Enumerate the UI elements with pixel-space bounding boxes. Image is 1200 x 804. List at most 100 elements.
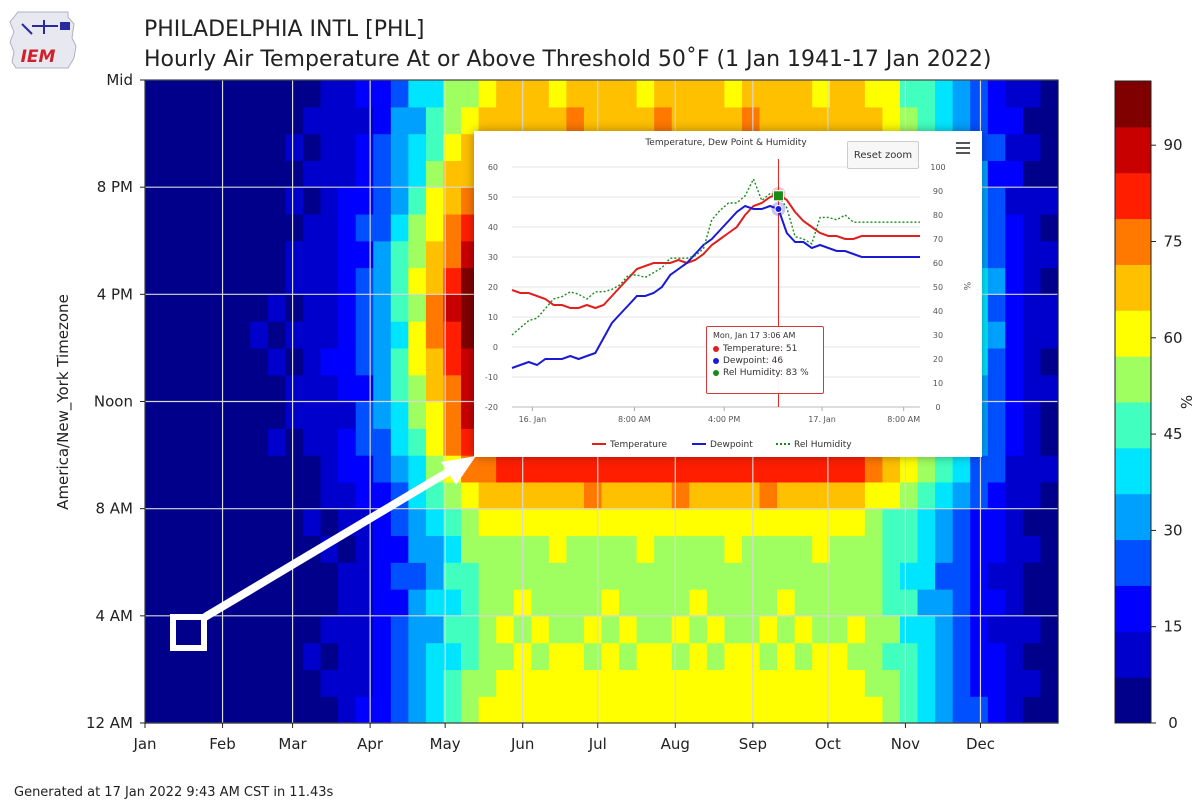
colorbar-segment <box>1115 631 1151 678</box>
heatmap-cell <box>689 535 708 563</box>
inset-series-temperature[interactable] <box>511 192 920 310</box>
colorbar-segment <box>1115 172 1151 220</box>
heatmap-cell <box>1022 374 1042 403</box>
heatmap-cell <box>215 669 234 697</box>
heatmap-cell <box>619 80 638 108</box>
heatmap-cell <box>882 481 901 510</box>
heatmap-cell <box>162 562 181 590</box>
heatmap-cell <box>706 589 726 617</box>
heatmap-cell <box>250 267 269 295</box>
heatmap-cell <box>899 481 919 510</box>
heatmap-cell <box>1022 187 1042 215</box>
heatmap-cell <box>1005 642 1024 671</box>
heatmap-cell <box>232 642 251 671</box>
heatmap-cell <box>162 347 181 376</box>
heatmap-cell <box>1022 106 1042 135</box>
heatmap-cell <box>899 669 919 697</box>
heatmap-cell <box>952 106 971 135</box>
heatmap-cell <box>548 508 567 537</box>
inset-line-chart: Temperature, Dew Point & Humidity -20 -10… <box>485 138 971 450</box>
heatmap-cell <box>970 589 989 617</box>
heatmap-cell <box>162 213 181 242</box>
heatmap-cell <box>197 562 216 590</box>
heatmap-cell <box>1005 374 1024 403</box>
heatmap-cell <box>303 294 322 322</box>
heatmap-cell <box>215 106 234 135</box>
colorbar-tick-label: 45 <box>1163 425 1182 443</box>
heatmap-cell <box>338 106 357 135</box>
heatmap-cell <box>443 669 462 697</box>
heatmap-cell <box>777 481 796 510</box>
legend-item[interactable]: Rel Humidity <box>794 440 852 450</box>
heatmap-cell <box>724 562 743 590</box>
humidity-dot-icon <box>713 370 719 376</box>
heatmap-cell <box>373 240 392 269</box>
colorbar-segment <box>1115 264 1151 311</box>
heatmap-cell <box>320 428 339 456</box>
heatmap-cell <box>531 535 550 563</box>
heatmap-cell <box>759 562 778 590</box>
heatmap-cell <box>443 642 462 671</box>
heatmap-cell <box>1040 294 1059 322</box>
heatmap-cell <box>496 669 515 697</box>
x-tick-label: Nov <box>891 735 920 753</box>
hamburger-menu-icon[interactable] <box>954 139 972 157</box>
heatmap-cell <box>478 508 497 537</box>
heatmap-cell <box>390 401 409 429</box>
heatmap-cell <box>671 80 690 108</box>
inset-legend[interactable]: Temperature Dewpoint Rel Humidity <box>592 440 852 450</box>
logo-text: IEM <box>21 47 56 67</box>
inset-right-tick-label: 30 <box>933 331 943 340</box>
x-tick-label: Jun <box>510 735 534 753</box>
heatmap-cell <box>443 213 462 242</box>
heatmap-cell <box>232 160 251 188</box>
heatmap-cell <box>741 80 761 108</box>
heatmap-cell <box>619 508 638 537</box>
heatmap-cell <box>355 187 374 215</box>
heatmap-cell <box>162 589 181 617</box>
reset-zoom-button[interactable]: Reset zoom <box>847 141 919 169</box>
heatmap-cell <box>654 615 673 644</box>
heatmap-cell <box>267 267 287 295</box>
heatmap-cell <box>408 562 427 590</box>
colorbar-segment <box>1115 447 1151 495</box>
heatmap-cell <box>987 133 1006 161</box>
legend-item[interactable]: Temperature <box>609 440 667 450</box>
heatmap-cell <box>1040 160 1059 188</box>
heatmap-cell <box>285 213 304 242</box>
heatmap-cell <box>864 106 884 135</box>
heatmap-cell <box>917 508 936 537</box>
heatmap-cell <box>987 589 1006 617</box>
heatmap-cell <box>408 160 427 188</box>
heatmap-cell <box>1005 455 1024 483</box>
heatmap-cell <box>689 669 708 697</box>
heatmap-cell <box>232 401 251 429</box>
heatmap-cell <box>355 401 374 429</box>
heatmap-cell <box>373 401 392 429</box>
heatmap-cell <box>180 615 199 644</box>
heatmap-cell <box>1005 669 1024 697</box>
heatmap-cell <box>355 267 374 295</box>
inset-series-rel-humidity[interactable] <box>511 177 920 336</box>
heatmap-cell <box>390 187 409 215</box>
iem-logo: IEM <box>9 11 77 69</box>
heatmap-cell <box>671 642 690 671</box>
heatmap-cell <box>864 589 884 617</box>
heatmap-cell <box>408 508 427 537</box>
heatmap-cell <box>706 696 726 724</box>
heatmap-cell <box>373 374 392 403</box>
heatmap-cell <box>619 696 638 724</box>
heatmap-cell <box>777 562 796 590</box>
inset-series-dewpoint[interactable] <box>511 204 920 369</box>
heatmap-cell <box>145 321 164 349</box>
heatmap-cell <box>180 106 199 135</box>
heatmap-cell <box>1040 267 1059 295</box>
heatmap-cell <box>847 455 866 483</box>
heatmap-cell <box>443 696 462 724</box>
heatmap-cell <box>671 535 690 563</box>
x-tick-label: Feb <box>209 735 236 753</box>
heatmap-cell <box>250 106 269 135</box>
legend-item[interactable]: Dewpoint <box>710 440 753 450</box>
heatmap-cell <box>180 374 199 403</box>
heatmap-cell <box>303 589 322 617</box>
